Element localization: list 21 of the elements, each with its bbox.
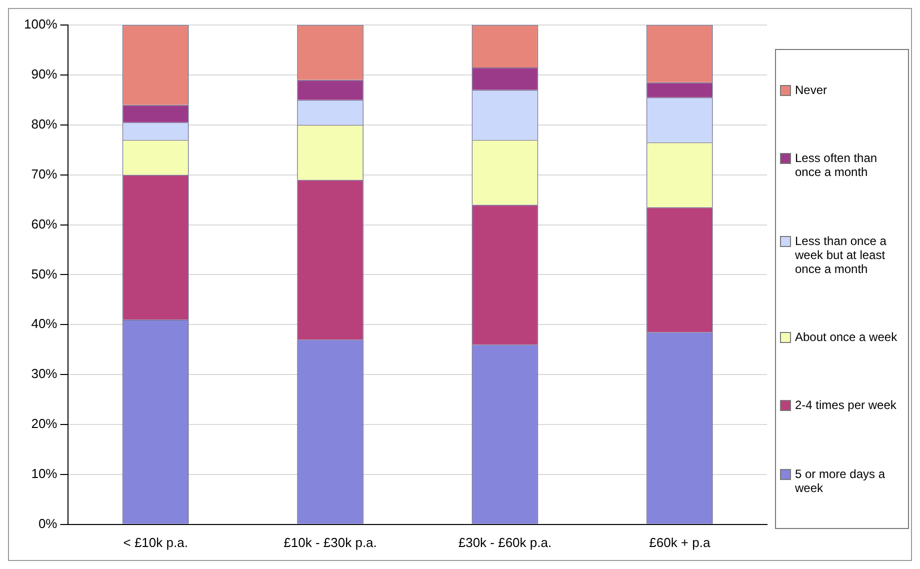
y-tick-label: 10% [31, 466, 58, 482]
y-tick-label: 70% [31, 166, 58, 182]
legend-label: Less often than once a month [795, 151, 878, 180]
y-tick-label: 90% [31, 66, 58, 82]
legend-label: 5 or more days a week [795, 466, 886, 495]
legend-label: About once a week [795, 330, 898, 344]
y-tick-label: 60% [31, 216, 58, 232]
y-tick-label: 30% [31, 366, 58, 382]
legend-label: 2-4 times per week [795, 398, 896, 412]
legend-label: Never [795, 83, 828, 98]
y-tick-label: 0% [38, 516, 58, 531]
x-tick-label: < £10k p.a. [123, 534, 188, 550]
y-tick-label: 50% [31, 266, 58, 282]
y-tick-label: 40% [31, 316, 58, 332]
legend-label: Less than once a week but at least once a month [795, 234, 888, 276]
x-tick-label: £10k - £30k p.a. [284, 534, 377, 550]
y-tick-label: 100% [24, 16, 58, 32]
y-tick-label: 80% [31, 116, 58, 132]
x-tick-label: £30k - £60k p.a. [458, 534, 552, 550]
x-tick-label: £60k + p.a [649, 534, 711, 550]
y-tick-label: 20% [31, 416, 58, 432]
